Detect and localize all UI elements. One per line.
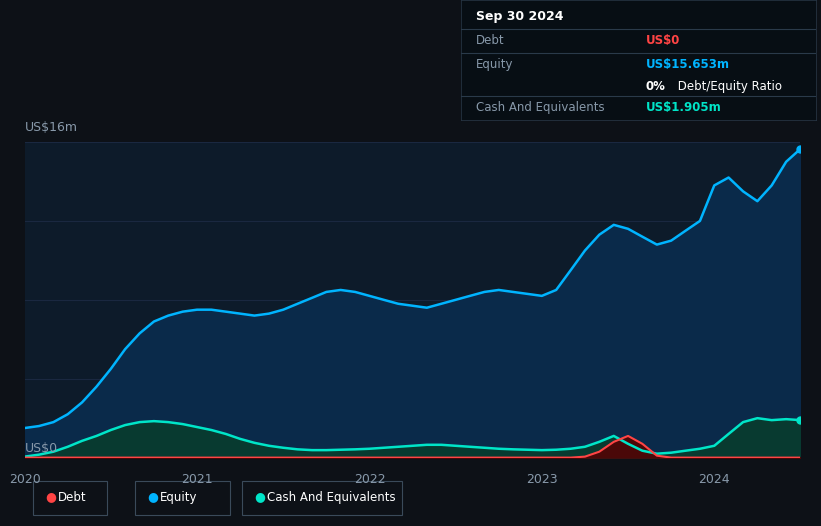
Text: 2023: 2023 xyxy=(526,473,557,487)
Text: US$0: US$0 xyxy=(646,34,681,47)
Text: Cash And Equivalents: Cash And Equivalents xyxy=(267,491,396,503)
Text: Equity: Equity xyxy=(475,58,513,70)
Text: Debt/Equity Ratio: Debt/Equity Ratio xyxy=(674,80,782,94)
Text: Debt: Debt xyxy=(475,34,504,47)
Text: Sep 30 2024: Sep 30 2024 xyxy=(475,9,563,23)
Text: US$0: US$0 xyxy=(25,442,57,455)
Text: 2020: 2020 xyxy=(9,473,40,487)
Text: 2021: 2021 xyxy=(181,473,213,487)
Text: ●: ● xyxy=(45,491,56,503)
Text: 2024: 2024 xyxy=(699,473,730,487)
Text: US$15.653m: US$15.653m xyxy=(646,58,730,70)
Text: ●: ● xyxy=(255,491,265,503)
Text: US$16m: US$16m xyxy=(25,121,78,134)
Text: ●: ● xyxy=(148,491,158,503)
Text: 2022: 2022 xyxy=(354,473,385,487)
Text: US$1.905m: US$1.905m xyxy=(646,101,722,114)
Text: Equity: Equity xyxy=(160,491,198,503)
Text: 0%: 0% xyxy=(646,80,666,94)
Text: Debt: Debt xyxy=(57,491,86,503)
Text: Cash And Equivalents: Cash And Equivalents xyxy=(475,101,604,114)
